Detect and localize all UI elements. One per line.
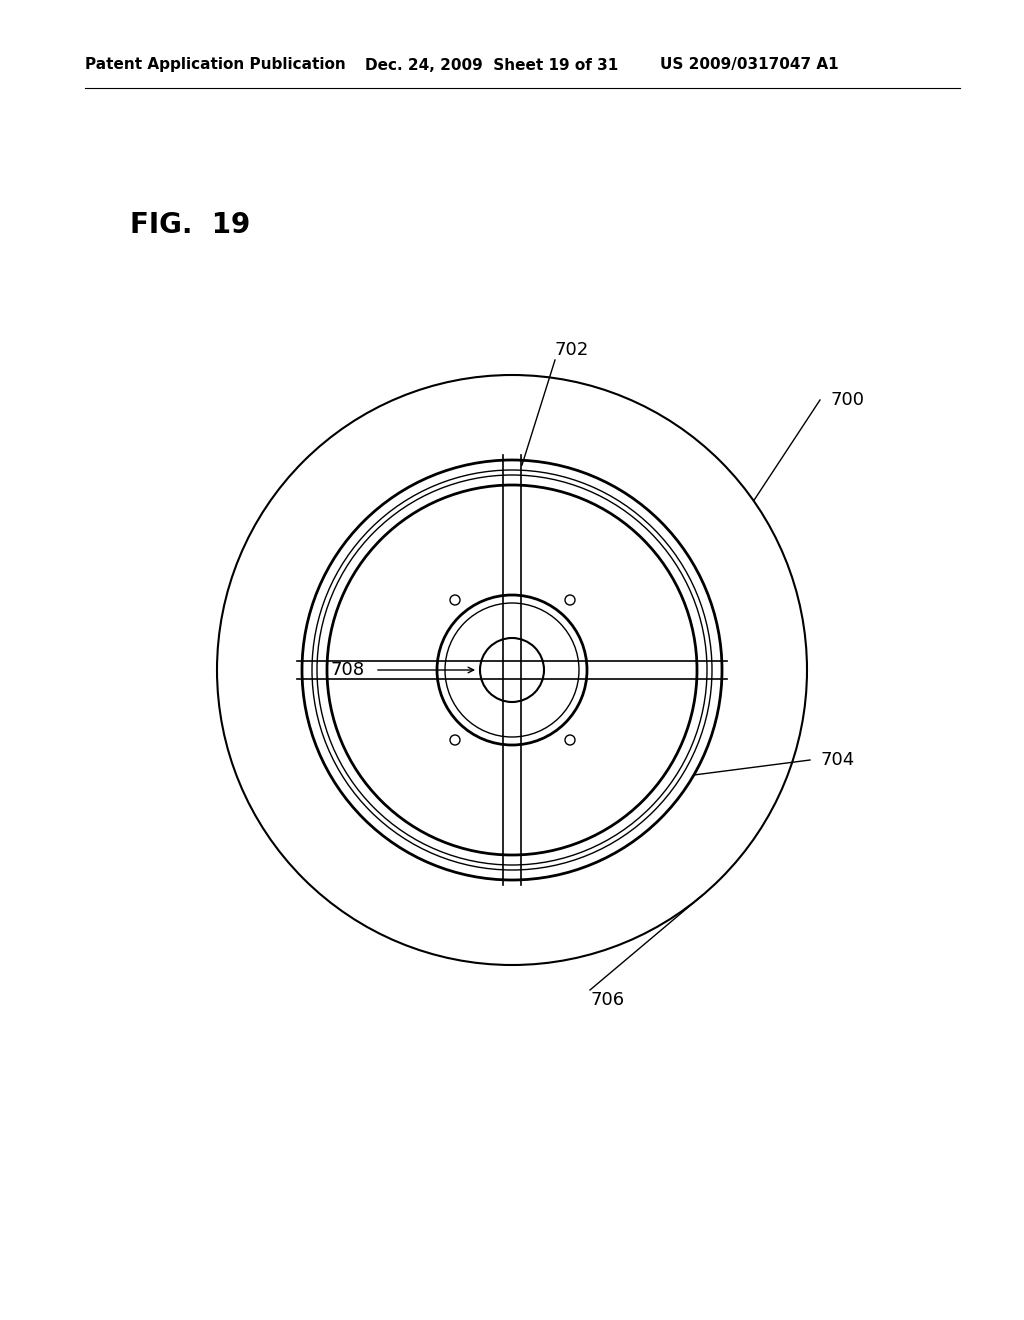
Text: US 2009/0317047 A1: US 2009/0317047 A1 [660, 58, 839, 73]
Text: 704: 704 [820, 751, 854, 770]
Text: 708: 708 [330, 661, 365, 678]
Text: Patent Application Publication: Patent Application Publication [85, 58, 346, 73]
Text: Dec. 24, 2009  Sheet 19 of 31: Dec. 24, 2009 Sheet 19 of 31 [365, 58, 618, 73]
Text: 700: 700 [830, 391, 864, 409]
Text: FIG.  19: FIG. 19 [130, 211, 250, 239]
Text: 702: 702 [555, 341, 589, 359]
Text: 706: 706 [590, 991, 624, 1008]
